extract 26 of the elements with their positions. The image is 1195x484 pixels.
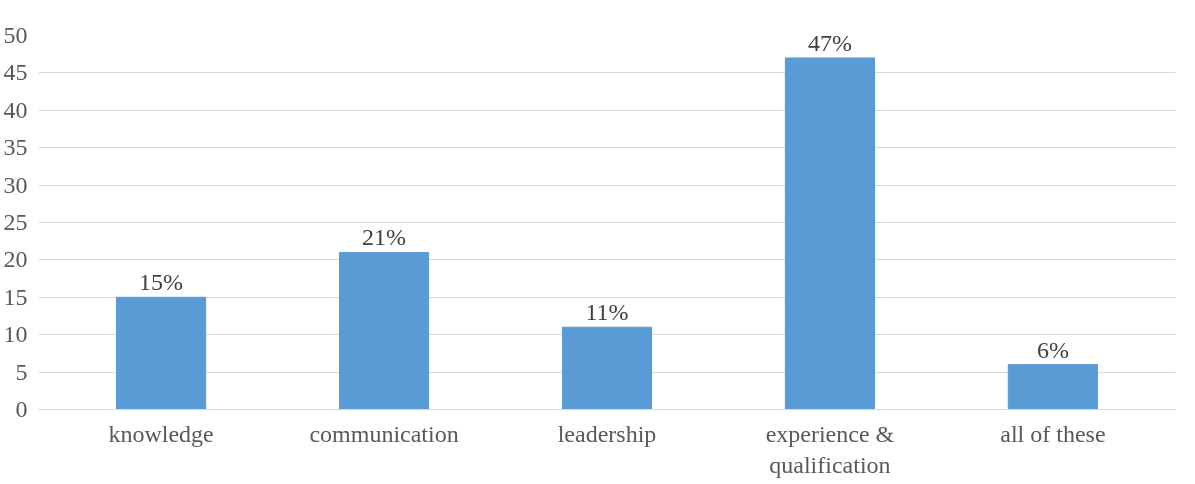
bar <box>338 251 430 410</box>
data-label: 6% <box>1036 336 1069 363</box>
y-tick-label: 10 <box>3 321 28 348</box>
x-tick-label: knowledge <box>108 420 214 447</box>
y-tick-label: 25 <box>3 209 28 235</box>
y-tick-label: 20 <box>3 246 28 273</box>
data-label: 11% <box>585 299 629 326</box>
y-tick-label: 50 <box>3 22 28 48</box>
bar <box>1007 364 1098 410</box>
x-tick-label: experience & qualification <box>765 420 895 478</box>
y-tick-label: 45 <box>3 59 28 86</box>
y-tick-label: 0 <box>15 396 28 422</box>
bar <box>116 296 207 410</box>
x-tick-label: communication <box>309 420 459 447</box>
bar <box>561 326 653 410</box>
data-label: 47% <box>807 29 852 56</box>
y-tick-label: 15 <box>3 283 28 310</box>
y-tick-label: 35 <box>3 134 28 161</box>
y-tick-label: 30 <box>3 171 28 198</box>
data-label: 15% <box>139 269 184 296</box>
data-label: 21% <box>362 224 407 251</box>
y-tick-label: 5 <box>15 358 28 385</box>
y-tick-label: 40 <box>3 96 28 123</box>
x-tick-label: leadership <box>557 420 657 447</box>
x-tick-label: all of these <box>1000 420 1106 447</box>
bar <box>784 57 876 410</box>
